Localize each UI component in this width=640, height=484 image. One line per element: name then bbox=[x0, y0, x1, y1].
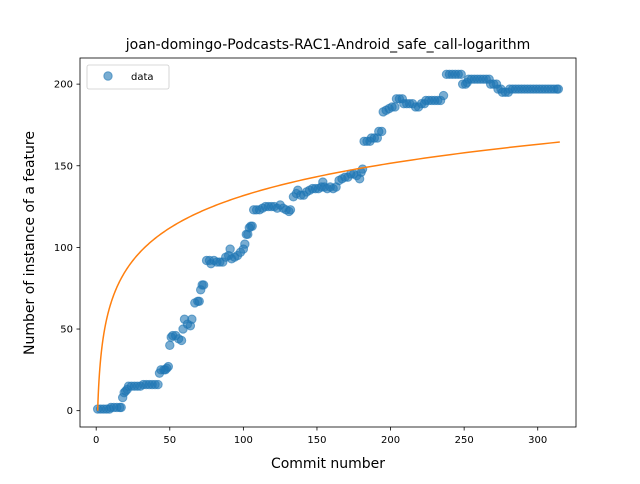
data-point bbox=[438, 90, 449, 101]
data-point bbox=[153, 379, 163, 390]
data-point bbox=[456, 69, 466, 80]
data-point bbox=[187, 314, 197, 324]
x-tick-label: 150 bbox=[307, 435, 326, 446]
legend-label: data bbox=[131, 72, 154, 83]
plot-area bbox=[92, 69, 564, 414]
data-point bbox=[247, 221, 257, 231]
axes: 0 50 100 150 200 250 300 0 50 100 150 200 bbox=[54, 57, 577, 446]
x-tick-label: 200 bbox=[381, 435, 400, 446]
x-tick-label: 0 bbox=[93, 435, 99, 446]
data-point bbox=[176, 335, 187, 346]
y-axis-label: Number of instance of a feature bbox=[22, 131, 38, 355]
data-point bbox=[163, 361, 174, 372]
data-point bbox=[377, 126, 387, 137]
x-tick-label: 300 bbox=[528, 435, 547, 446]
data-point bbox=[240, 239, 250, 249]
y-tick-label: 200 bbox=[54, 80, 73, 91]
data-point bbox=[285, 205, 296, 215]
x-tick-label: 100 bbox=[234, 435, 253, 446]
data-point bbox=[225, 244, 235, 254]
legend: data bbox=[86, 64, 170, 90]
legend-marker bbox=[103, 71, 113, 81]
y-tick-label: 50 bbox=[60, 325, 73, 336]
x-axis-label: Commit number bbox=[271, 456, 385, 472]
chart-title: joan-domingo-Podcasts-RAC1-Android_safe_… bbox=[125, 37, 531, 53]
y-tick-label: 100 bbox=[54, 243, 73, 254]
x-tick-label: 250 bbox=[455, 435, 474, 446]
data-point bbox=[194, 296, 204, 306]
x-tick-label: 50 bbox=[163, 435, 176, 446]
y-tick-label: 0 bbox=[67, 406, 73, 417]
legend-box bbox=[86, 64, 170, 90]
data-point bbox=[390, 102, 400, 112]
data-point bbox=[553, 84, 564, 94]
data-point bbox=[198, 280, 209, 290]
y-tick-label: 150 bbox=[54, 161, 73, 172]
axes-frame bbox=[79, 57, 577, 428]
data-point bbox=[165, 340, 175, 351]
fit-line bbox=[96, 141, 560, 411]
data-point bbox=[116, 402, 126, 413]
